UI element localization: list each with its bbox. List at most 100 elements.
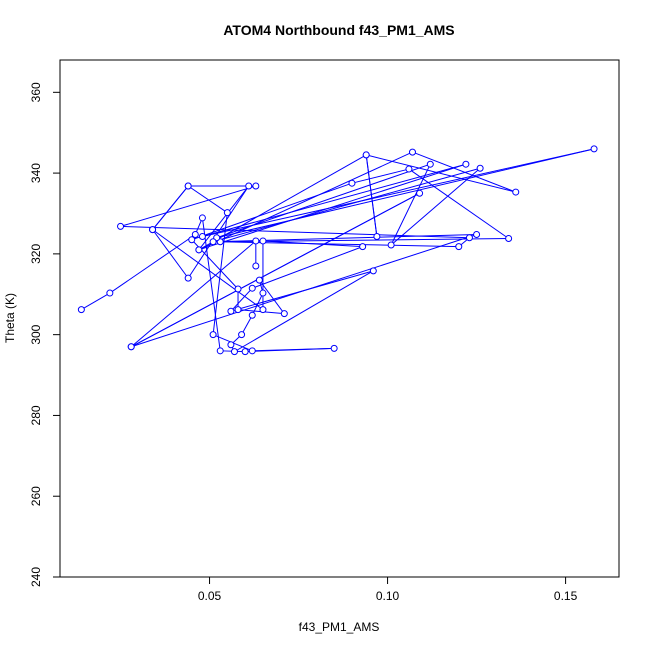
data-point <box>195 246 203 254</box>
series-segment <box>351 168 410 184</box>
series-segment <box>252 347 335 352</box>
series-segment <box>212 212 228 335</box>
data-point <box>234 285 242 293</box>
y-axis-label: Theta (K) <box>3 293 17 343</box>
series-segment <box>152 229 189 279</box>
data-point <box>127 343 135 351</box>
data-point <box>209 331 217 339</box>
y-axis: 240 260 280 300 320 340 360 <box>29 82 61 587</box>
data-point <box>252 237 260 245</box>
data-point <box>245 182 253 190</box>
data-point <box>362 151 370 159</box>
chart-title: ATOM4 Northbound f43_PM1_AMS <box>223 22 454 38</box>
series-segment <box>412 151 516 193</box>
data-point <box>473 230 481 238</box>
series-segment <box>130 240 257 348</box>
data-point <box>259 306 267 314</box>
data-point <box>590 145 598 153</box>
series-segment <box>366 154 516 193</box>
data-point <box>184 274 192 282</box>
data-point <box>223 209 231 217</box>
series-segment <box>230 287 253 312</box>
x-axis-label: f43_PM1_AMS <box>299 620 380 634</box>
data-point <box>408 148 416 156</box>
series-segment <box>390 167 481 246</box>
data-point <box>455 243 463 251</box>
y-tick-label: 260 <box>29 486 43 506</box>
series-segment <box>201 217 221 351</box>
data-point <box>330 344 338 352</box>
series-segment <box>216 163 431 239</box>
data-point <box>188 236 196 244</box>
data-point <box>234 306 242 314</box>
data-point <box>238 331 246 339</box>
series-points <box>77 145 598 356</box>
series-segment <box>152 185 189 230</box>
data-point <box>117 222 125 230</box>
data-point <box>255 276 263 284</box>
data-point <box>426 160 434 168</box>
data-point <box>230 348 238 356</box>
series-segment <box>234 270 374 353</box>
data-point <box>505 235 513 243</box>
series-segment <box>216 148 595 239</box>
data-point <box>387 241 395 249</box>
x-tick-label: 0.10 <box>376 589 400 603</box>
data-point <box>369 267 377 275</box>
x-axis: 0.05 0.10 0.15 <box>198 576 578 603</box>
data-point <box>227 307 235 315</box>
series-segment <box>202 148 595 237</box>
plot-frame <box>59 59 620 578</box>
data-point <box>259 237 267 245</box>
series-segment <box>262 240 363 248</box>
data-point <box>198 233 206 241</box>
series-segment <box>152 229 264 311</box>
series-segment <box>131 234 477 348</box>
series-segment <box>198 185 250 251</box>
y-tick-label: 300 <box>29 324 43 344</box>
data-point <box>77 306 85 314</box>
data-point <box>252 182 260 190</box>
series-segment <box>187 185 228 214</box>
data-point <box>359 243 367 251</box>
data-point <box>259 289 267 297</box>
data-point <box>405 165 413 173</box>
series-segment <box>241 315 253 335</box>
data-point <box>216 347 224 355</box>
y-tick-label: 320 <box>29 244 43 264</box>
data-point <box>241 348 249 356</box>
series-segment <box>212 167 481 243</box>
data-point <box>512 188 520 196</box>
y-tick-label: 360 <box>29 82 43 102</box>
series-segment <box>252 246 363 289</box>
data-point <box>106 289 114 297</box>
data-point <box>149 226 157 234</box>
data-point <box>227 341 235 349</box>
series-segment <box>408 168 509 239</box>
data-point <box>191 230 199 238</box>
data-point <box>462 160 470 168</box>
y-tick-label: 340 <box>29 163 43 183</box>
data-point <box>373 233 381 241</box>
series-lines <box>81 148 595 353</box>
data-point <box>248 311 256 319</box>
data-point <box>248 284 256 292</box>
data-point <box>209 238 217 246</box>
series-segment <box>130 192 420 348</box>
series-segment <box>191 182 353 241</box>
data-point <box>248 347 256 355</box>
series-segment <box>81 292 111 311</box>
series-segment <box>202 163 467 237</box>
x-tick-label: 0.15 <box>554 589 578 603</box>
series-segment <box>390 163 431 246</box>
series-segment <box>258 279 285 314</box>
data-point <box>252 262 260 270</box>
data-point <box>348 179 356 187</box>
data-point <box>416 189 424 197</box>
series-segment <box>365 154 378 237</box>
data-point <box>476 164 484 172</box>
y-tick-label: 280 <box>29 405 43 425</box>
data-point <box>198 214 206 222</box>
data-point <box>280 310 288 318</box>
